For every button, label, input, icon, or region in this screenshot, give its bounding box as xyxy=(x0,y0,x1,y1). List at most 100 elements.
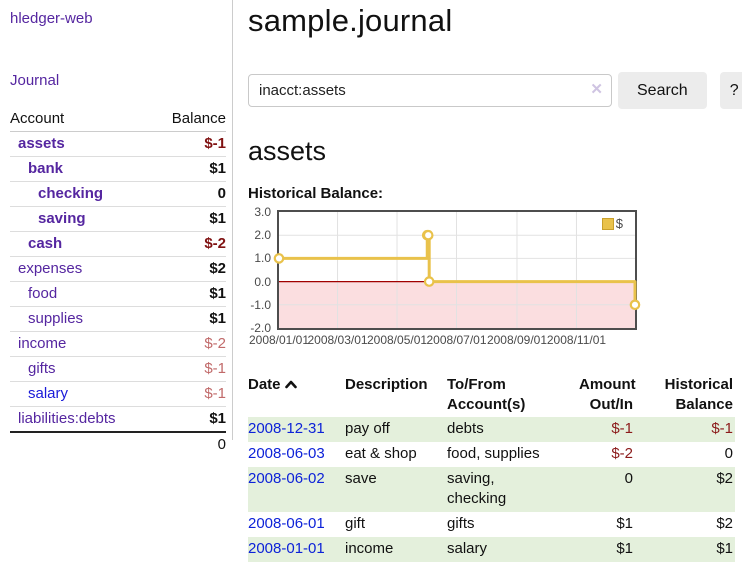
clear-search-icon[interactable]: ✕ xyxy=(590,81,603,98)
x-tick-label: 2008/03/01 xyxy=(307,333,368,347)
main-panel: sample.journal ✕ Search ? assets Histori… xyxy=(233,0,742,562)
account-link[interactable]: assets xyxy=(18,135,65,152)
transaction-date-link[interactable]: 2008-12-31 xyxy=(248,420,325,437)
transaction-date-link[interactable]: 2008-06-01 xyxy=(248,515,325,532)
account-link[interactable]: gifts xyxy=(28,360,56,377)
account-link[interactable]: liabilities:debts xyxy=(18,410,116,427)
transaction-balance: $1 xyxy=(716,540,733,557)
transaction-description: income xyxy=(345,540,394,557)
amount-column-header: Amount Out/In xyxy=(579,376,636,413)
transaction-accounts: salary xyxy=(447,540,488,557)
account-row: income $-2 xyxy=(10,331,226,357)
account-link[interactable]: salary xyxy=(28,385,69,402)
transaction-amount: $-1 xyxy=(611,420,633,437)
account-balance: $1 xyxy=(152,406,226,433)
sidebar-item-journal[interactable]: Journal xyxy=(10,72,60,89)
page-title: sample.journal xyxy=(248,3,453,38)
transaction-date-link[interactable]: 2008-06-02 xyxy=(248,470,325,487)
account-link[interactable]: cash xyxy=(28,235,63,252)
account-balance: $-2 xyxy=(152,331,226,357)
transaction-description: pay off xyxy=(345,420,390,437)
account-link[interactable]: food xyxy=(28,285,58,302)
account-row: saving $1 xyxy=(10,206,226,232)
account-heading: assets xyxy=(248,136,327,166)
chart-x-axis-labels: 2008/01/01 2008/03/01 2008/05/01 2008/07/01… xyxy=(249,333,639,349)
help-button[interactable]: ? xyxy=(719,72,742,109)
description-column-header: Description xyxy=(345,376,428,393)
transaction-date-link[interactable]: 2008-01-01 xyxy=(248,540,325,557)
transaction-amount: $-2 xyxy=(611,445,633,462)
account-balance: $1 xyxy=(152,156,226,182)
chart-legend: $ xyxy=(601,216,623,231)
accounts-table: Account Balance assets $-1 bank $1 checking 0… xyxy=(10,107,226,457)
y-tick-label: -2.0 xyxy=(250,321,271,335)
account-row: liabilities:debts $1 xyxy=(10,406,226,433)
transaction-row: 2008-06-03 eat & shop food, supplies $-2 0 xyxy=(248,442,735,467)
transaction-balance: $2 xyxy=(716,470,733,487)
y-tick-label: 2.0 xyxy=(254,228,271,243)
account-balance: $-2 xyxy=(152,231,226,257)
x-tick-label: 2008/09/01 xyxy=(486,333,547,347)
account-column-header: Account xyxy=(10,107,153,132)
transaction-accounts: saving, checking xyxy=(447,470,507,507)
search-button[interactable]: Search xyxy=(618,72,707,109)
account-balance: 0 xyxy=(152,181,226,207)
account-row: supplies $1 xyxy=(10,306,226,332)
account-link[interactable]: saving xyxy=(38,210,86,227)
transaction-amount: $1 xyxy=(616,515,633,532)
account-link[interactable]: expenses xyxy=(18,260,83,277)
legend-label: $ xyxy=(615,216,623,231)
account-row: salary $-1 xyxy=(10,381,226,407)
transaction-description: eat & shop xyxy=(345,445,417,462)
register-table: Date Description To/From Account(s) Amou… xyxy=(248,373,735,562)
account-balance: $-1 xyxy=(152,131,226,157)
account-link[interactable]: supplies xyxy=(28,310,84,327)
transaction-row: 2008-12-31 pay off debts $-1 $-1 xyxy=(248,417,735,442)
account-balance: $-1 xyxy=(152,356,226,382)
register-header-row: Date Description To/From Account(s) Amou… xyxy=(248,373,735,417)
y-tick-label: -1.0 xyxy=(250,297,271,312)
balance-column-header: Balance xyxy=(152,107,226,132)
account-row: expenses $2 xyxy=(10,256,226,282)
transaction-amount: 0 xyxy=(624,470,633,487)
accounts-total-value: 0 xyxy=(152,431,226,457)
transaction-date-link[interactable]: 2008-06-03 xyxy=(248,445,325,462)
brand-link[interactable]: hledger-web xyxy=(10,10,93,27)
transaction-description: gift xyxy=(345,515,366,532)
account-balance: $-1 xyxy=(152,381,226,407)
transaction-amount: $1 xyxy=(616,540,633,557)
account-row: bank $1 xyxy=(10,156,226,182)
y-tick-label: 1.0 xyxy=(254,251,271,266)
account-row: cash $-2 xyxy=(10,231,226,257)
chart-y-axis-labels: 3.0 2.0 1.0 0.0 -1.0 -2.0 xyxy=(248,206,273,334)
y-tick-label: 0.0 xyxy=(254,274,271,289)
account-row: checking 0 xyxy=(10,181,226,207)
account-link[interactable]: checking xyxy=(38,185,104,202)
sidebar: hledger-web Journal Account Balance asse… xyxy=(0,0,233,457)
search-input[interactable] xyxy=(248,74,612,107)
x-tick-label: 2008/05/01 xyxy=(366,333,428,347)
account-row: food $1 xyxy=(10,281,226,307)
account-row: gifts $-1 xyxy=(10,356,226,382)
transaction-row: 2008-06-02 save saving, checking 0 $2 xyxy=(248,467,735,512)
account-balance: $1 xyxy=(152,281,226,307)
account-row: assets $-1 xyxy=(10,131,226,157)
account-balance: $1 xyxy=(152,306,226,332)
sort-ascending-icon xyxy=(284,375,297,395)
chart-plot-area: $ xyxy=(273,210,641,330)
account-balance: $1 xyxy=(152,206,226,232)
transaction-accounts: gifts xyxy=(447,515,475,532)
x-tick-label: 2008/01/01 xyxy=(248,333,310,347)
transaction-accounts: food, supplies xyxy=(447,445,540,462)
account-link[interactable]: income xyxy=(18,335,67,352)
historical-balance-chart: 3.0 2.0 1.0 0.0 -1.0 -2.0 $ 2008/01/01 2008/03… xyxy=(248,206,742,352)
date-column-header[interactable]: Date xyxy=(248,373,345,417)
transaction-balance: 0 xyxy=(724,445,733,462)
tofrom-column-header: To/From Account(s) xyxy=(447,376,526,413)
x-tick-label: 2008/11/01 xyxy=(546,333,607,347)
x-tick-label: 2008/07/01 xyxy=(426,333,487,347)
chart-title: Historical Balance: xyxy=(248,185,384,202)
account-link[interactable]: bank xyxy=(28,160,64,177)
legend-swatch-icon xyxy=(601,217,614,230)
transaction-accounts: debts xyxy=(447,420,484,437)
